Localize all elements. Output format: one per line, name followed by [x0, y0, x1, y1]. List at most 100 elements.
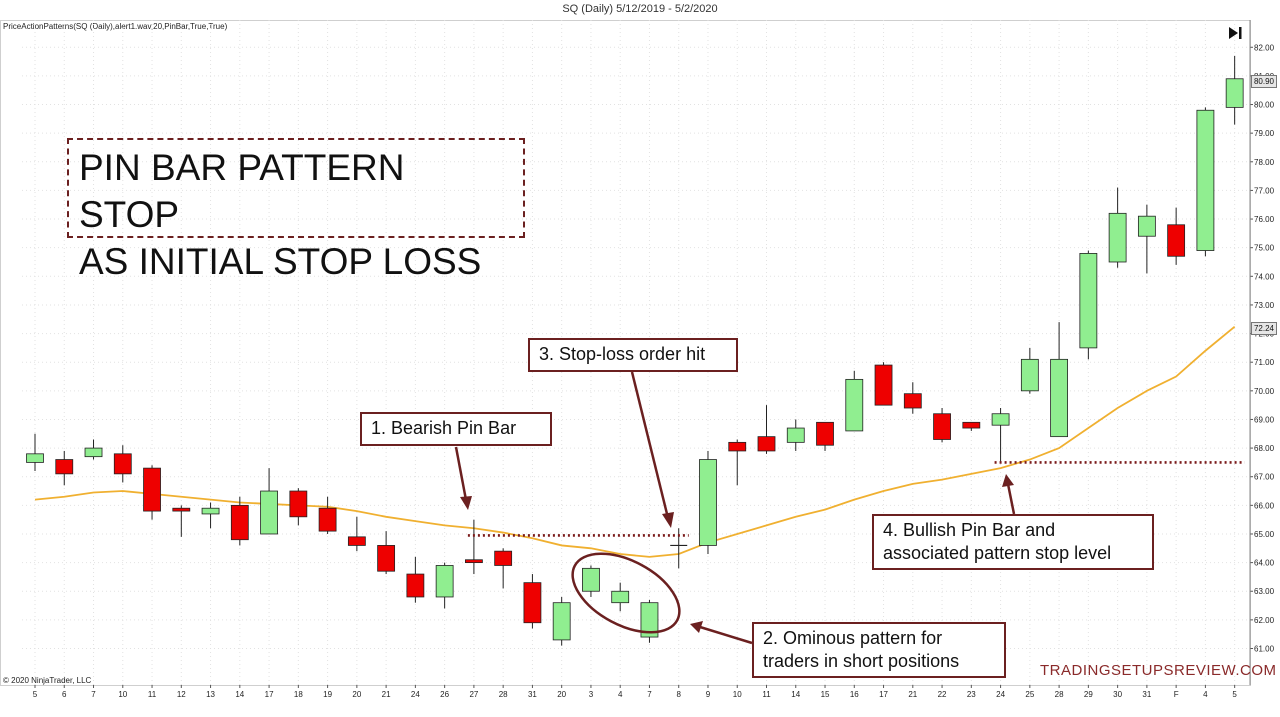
candle-body — [699, 459, 717, 546]
candle — [1108, 187, 1127, 268]
x-tick-label: 10 — [733, 690, 742, 699]
ma-price-tag: 72.24 — [1251, 322, 1277, 335]
x-tick-label: 25 — [1025, 690, 1034, 699]
candle — [26, 433, 44, 471]
arrow-bullish-pin-head — [1002, 474, 1014, 487]
candle — [1225, 55, 1244, 125]
candle-body — [786, 427, 805, 443]
x-tick-label: 31 — [1142, 690, 1151, 699]
candle — [874, 362, 893, 406]
candle — [786, 419, 805, 451]
arrow-bearish-pin — [454, 446, 468, 501]
candle-body — [1020, 358, 1039, 392]
callout-bearish-pin-text: 1. Bearish Pin Bar — [371, 418, 517, 438]
candle-body — [435, 565, 454, 598]
x-tick-label: 9 — [706, 690, 711, 699]
candle-body — [728, 441, 747, 452]
candle — [640, 599, 659, 643]
y-tick-label: 69.00 — [1254, 415, 1275, 424]
callout-bullish-pin-line2: associated pattern stop level — [883, 543, 1112, 563]
y-tick-label: 68.00 — [1254, 444, 1275, 453]
candle — [347, 516, 366, 552]
arrow-bullish-pin — [1006, 483, 1016, 515]
arrow-ominous — [699, 625, 753, 645]
candle — [260, 468, 278, 535]
x-tick-label: 31 — [528, 690, 537, 699]
candle-body — [1050, 358, 1068, 438]
scroll-to-end-button[interactable] — [1224, 22, 1246, 44]
candle-body — [903, 393, 922, 409]
x-tick-label: 4 — [1203, 690, 1208, 699]
annotation-arrows — [454, 371, 1016, 645]
x-tick-label: 6 — [62, 690, 67, 699]
x-tick-label: 27 — [469, 690, 478, 699]
axis-layer: 5 6 7 10 11 12 13 14 17 18 19 20 21 24 26 27 28 31 20 3 4 7 8 9… — [33, 20, 1275, 699]
candle-body — [55, 459, 74, 475]
chart-title: SQ (Daily) 5/12/2019 - 5/2/2020 — [562, 3, 718, 15]
x-tick-label: 26 — [440, 690, 449, 699]
arrow-ominous-head — [690, 621, 703, 633]
candle-body — [962, 421, 981, 429]
candle — [55, 450, 74, 486]
candle-body — [1079, 253, 1098, 349]
candle — [172, 505, 191, 537]
x-tick-label: 14 — [791, 690, 800, 699]
y-tick-label: 82.00 — [1254, 43, 1275, 52]
x-tick-label: 17 — [265, 690, 274, 699]
candle-body — [611, 590, 630, 604]
candle — [289, 488, 308, 526]
overlay-title-box: PIN BAR PATTERN STOP AS INITIAL STOP LOS… — [67, 138, 525, 282]
y-tick-label: 74.00 — [1254, 272, 1275, 281]
x-tick-label: 5 — [33, 690, 38, 699]
y-tick-label: 78.00 — [1254, 158, 1275, 167]
y-tick-label: 70.00 — [1254, 387, 1275, 396]
ominous-pattern-ellipse — [571, 552, 681, 634]
x-tick-label: 19 — [323, 690, 332, 699]
callout-bullish-pin-line1: 4. Bullish Pin Bar and — [883, 520, 1056, 540]
candle-body — [1108, 212, 1127, 263]
x-tick-label: 28 — [1055, 690, 1064, 699]
candle-body — [582, 567, 600, 592]
candle-body — [991, 413, 1010, 426]
candle — [699, 450, 717, 555]
skip-to-end-icon — [1229, 27, 1242, 39]
candle-body — [26, 453, 44, 463]
x-tick-label: 7 — [91, 690, 96, 699]
x-tick-label: 23 — [967, 690, 976, 699]
x-tick-label: 11 — [148, 690, 157, 699]
arrow-stop-hit — [630, 371, 670, 519]
x-tick-label: 24 — [411, 690, 420, 699]
y-tick-label: 66.00 — [1254, 501, 1275, 510]
y-tick-label: 62.00 — [1254, 616, 1275, 625]
arrow-stop-hit-head — [662, 512, 674, 528]
candle — [1050, 322, 1068, 438]
y-tick-label: 71.00 — [1254, 358, 1275, 367]
candle-body — [933, 413, 951, 440]
candle — [611, 582, 630, 612]
y-tick-label: 73.00 — [1254, 301, 1275, 310]
x-tick-label: 5 — [1232, 690, 1237, 699]
y-tick-label: 65.00 — [1254, 530, 1275, 539]
x-tick-label: 21 — [908, 690, 917, 699]
candles-layer — [26, 55, 1244, 646]
copyright-label: © 2020 NinjaTrader, LLC — [3, 676, 92, 685]
candle-body — [172, 507, 191, 512]
moving-average-line — [34, 326, 1236, 558]
candle — [201, 502, 220, 529]
y-tick-label: 64.00 — [1254, 559, 1275, 568]
candle — [406, 556, 425, 603]
candle — [143, 465, 161, 520]
x-tick-label: 21 — [382, 690, 391, 699]
x-tick-label: 11 — [762, 690, 771, 699]
y-tick-label: 75.00 — [1254, 244, 1275, 253]
candle — [933, 408, 951, 443]
candle-body — [347, 536, 366, 546]
x-tick-label: 8 — [676, 690, 681, 699]
x-tick-label: 20 — [352, 690, 361, 699]
candle — [1020, 347, 1039, 394]
candle-body — [1137, 215, 1156, 237]
arrow-bearish-pin-head — [460, 496, 472, 510]
y-tick-label: 77.00 — [1254, 186, 1275, 195]
indicator-label: PriceActionPatterns(SQ (Daily),alert1.wa… — [3, 22, 228, 31]
